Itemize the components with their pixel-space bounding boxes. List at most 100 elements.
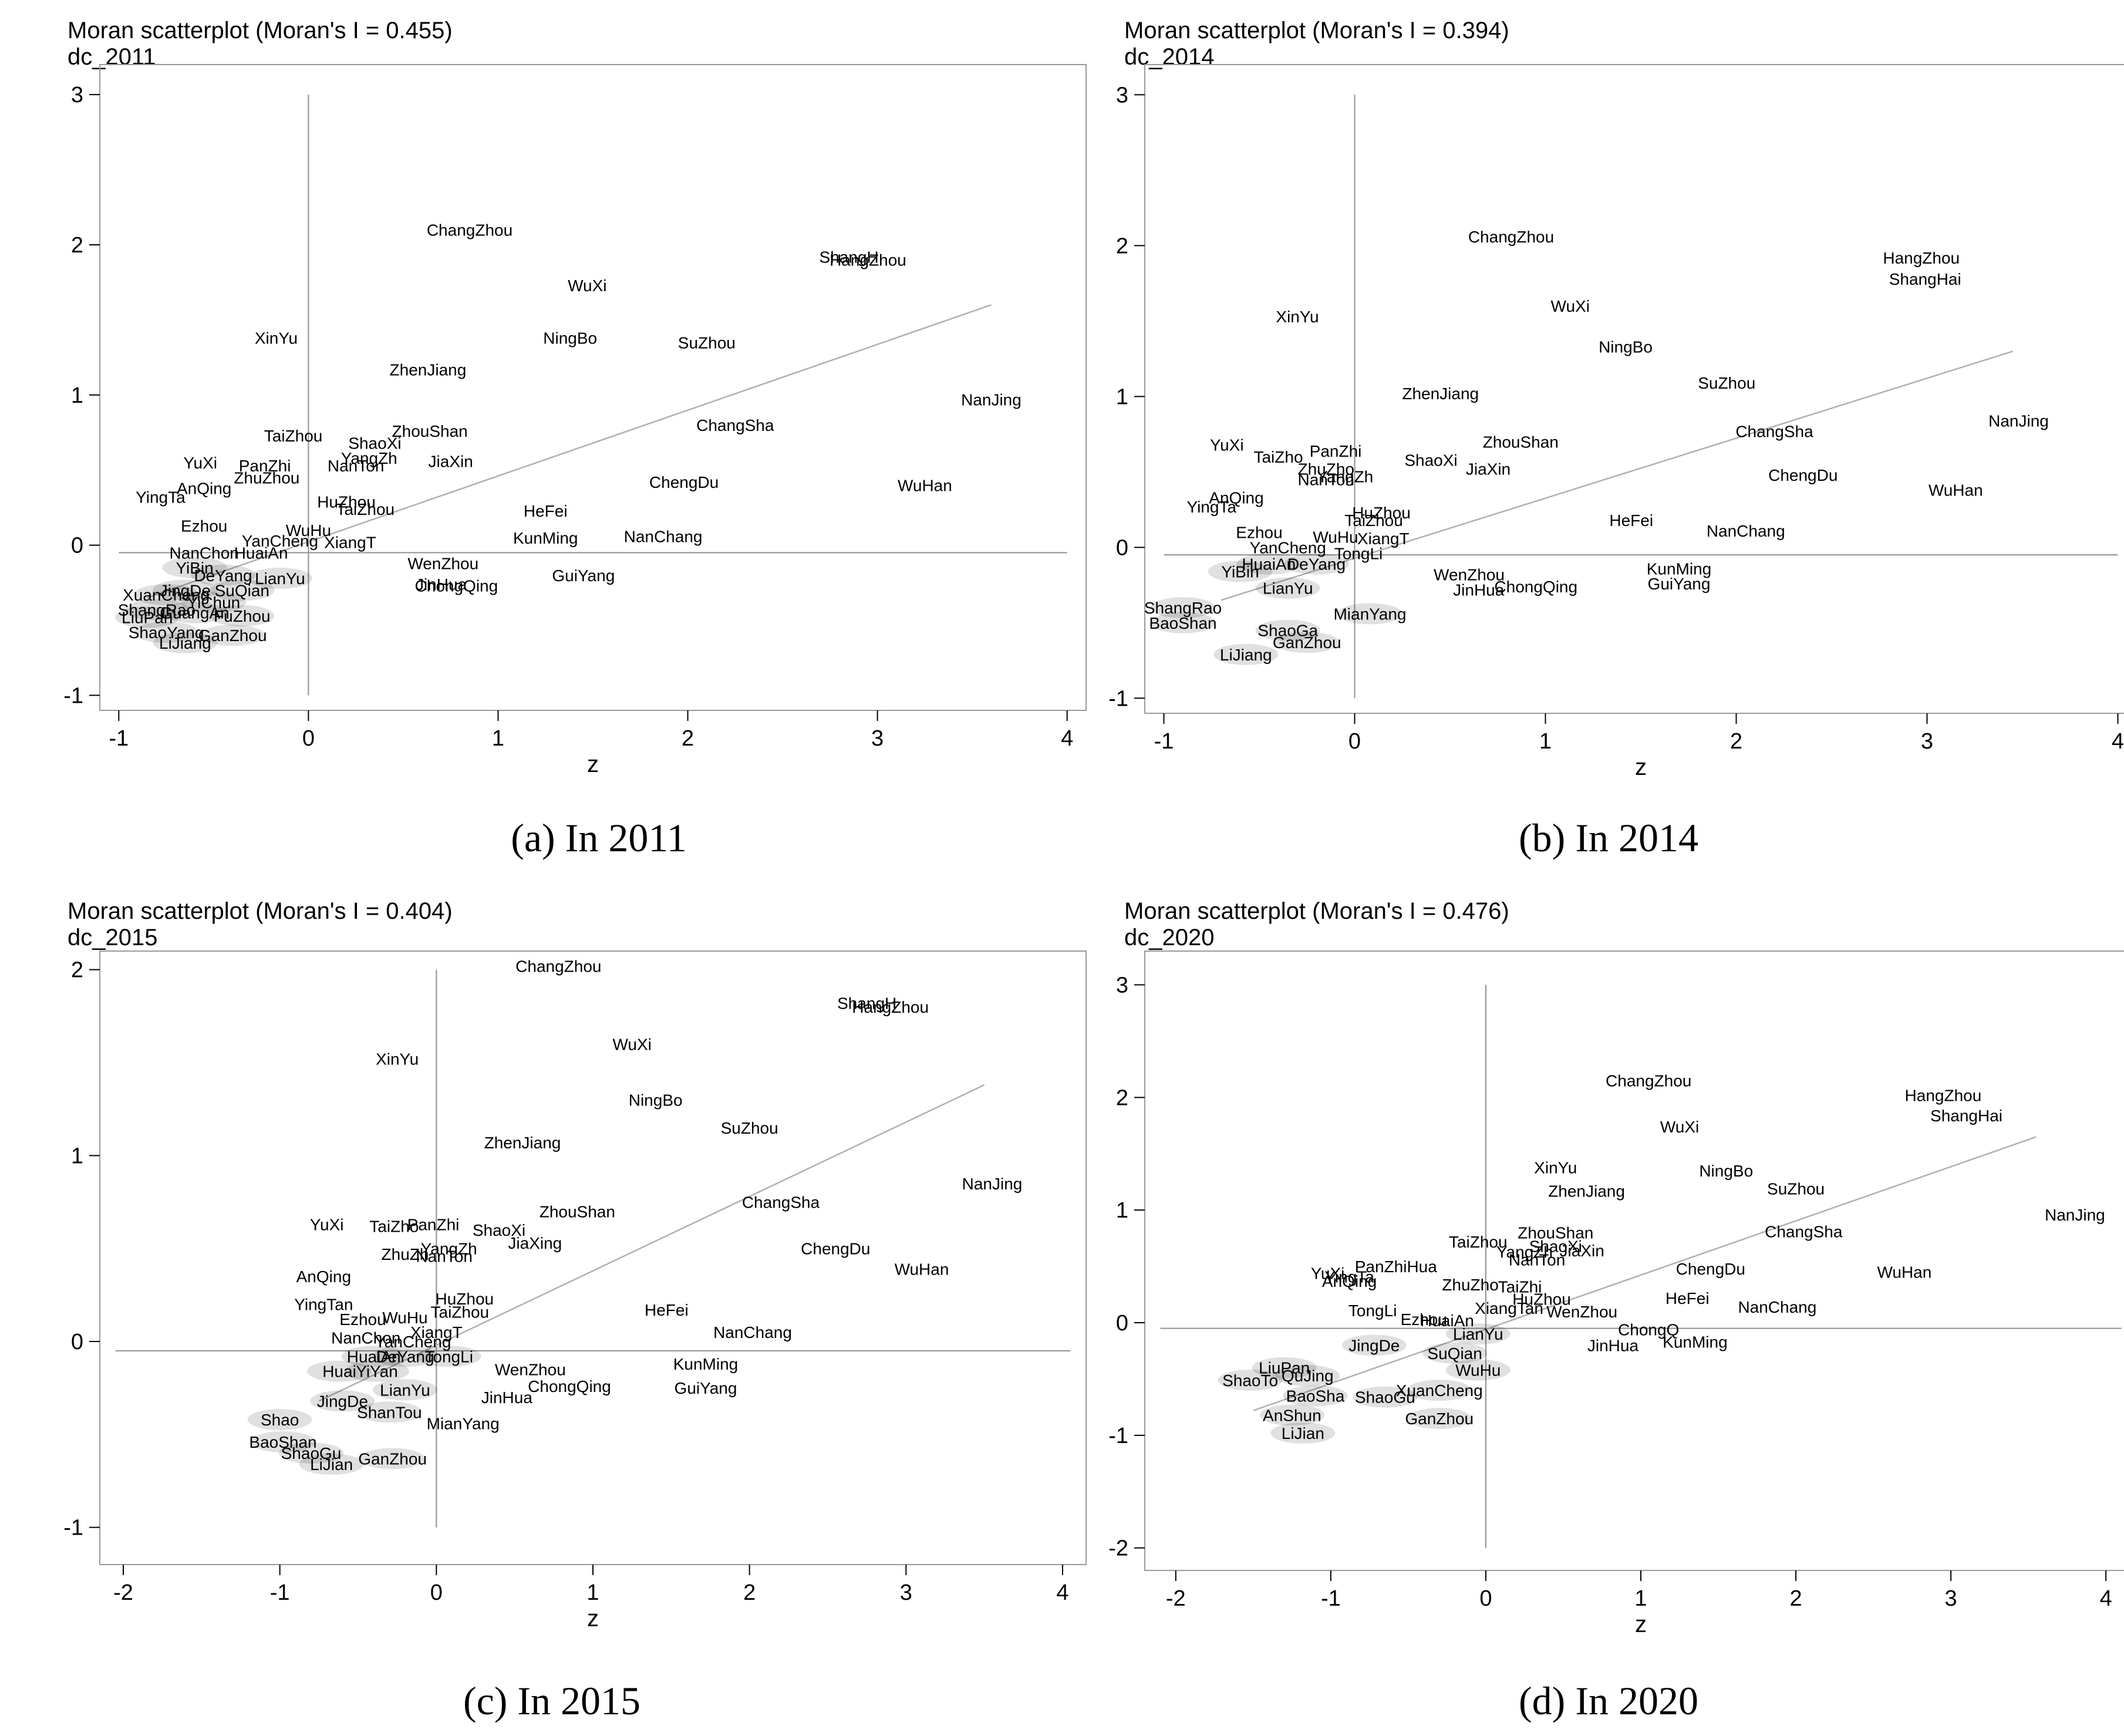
point-label: WenZhou: [1434, 566, 1505, 584]
point-label: NanChang: [713, 1323, 792, 1341]
point-label: ZhenJiang: [1402, 385, 1479, 403]
point-label: XinYu: [376, 1050, 419, 1068]
point-label: YuXi: [1210, 436, 1244, 454]
point-label: WenZhou: [1546, 1303, 1617, 1321]
point-label: YuXi: [310, 1216, 344, 1234]
point-label: YingTa: [1186, 498, 1236, 516]
point-label: ChongQing: [415, 577, 498, 595]
point-label: YuXi: [1311, 1265, 1345, 1283]
point-label: WuHu: [382, 1309, 427, 1327]
y-tick-label: -1: [1108, 1424, 1128, 1448]
point-label: ShaoGa: [1257, 622, 1318, 640]
point-label: YangZh: [1496, 1243, 1553, 1261]
point-label: YangZh: [1317, 468, 1373, 486]
point-label: ZhuZho: [1442, 1276, 1499, 1294]
point-label: WenZhou: [495, 1361, 566, 1379]
y-tick-label: 1: [1116, 385, 1128, 409]
point-label: ChongQing: [528, 1377, 611, 1395]
point-label: ChangSha: [742, 1194, 820, 1212]
point-label: ChangSha: [1765, 1223, 1843, 1241]
x-tick-label: 1: [586, 1580, 599, 1605]
point-label: Ezhou: [339, 1310, 386, 1329]
point-label: YingTa: [136, 488, 186, 507]
cluster-shadow: [181, 591, 246, 613]
cluster-shadow: [373, 1379, 437, 1401]
cluster-shadow: [162, 557, 227, 578]
point-label: YiChun: [187, 594, 240, 612]
point-label: NingBo: [543, 329, 597, 348]
point-label: AnQing: [296, 1268, 351, 1286]
y-tick-label: 0: [1116, 535, 1128, 560]
point-label: TaiZho: [1253, 448, 1303, 466]
cluster-shadow: [1353, 1386, 1418, 1408]
point-label: GanZhou: [1405, 1410, 1474, 1428]
point-label: KunMing: [1647, 559, 1712, 578]
point-label: ZhuZh: [382, 1245, 429, 1263]
y-tick-label: 1: [71, 383, 83, 408]
cluster-shadow: [1283, 1385, 1348, 1407]
point-label: Ezhou: [181, 517, 227, 535]
point-label: BaoShan: [249, 1433, 316, 1451]
cluster-shadow: [416, 1346, 481, 1367]
point-label: MianYang: [427, 1414, 500, 1432]
point-label: HangZhou: [1883, 249, 1960, 267]
x-axis-label: z: [587, 1606, 599, 1631]
point-label: GuiYang: [552, 567, 615, 585]
point-label: KunMing: [673, 1355, 739, 1373]
point-label: ChongQ: [1618, 1321, 1679, 1339]
chart-title: Moran scatterplot (Moran's I = 0.455): [68, 18, 453, 43]
point-label: ShaoXi: [473, 1221, 525, 1239]
point-label: LiJian: [310, 1455, 353, 1474]
cluster-shadow: [124, 599, 189, 621]
cluster-shadow: [357, 1401, 422, 1423]
chart-subtitle: dc_2014: [1124, 44, 1214, 70]
cluster-shadow: [341, 1346, 406, 1367]
point-label: ZhouShan: [1483, 433, 1559, 451]
point-label: DeYang: [376, 1347, 434, 1366]
cluster-shadow: [307, 1360, 372, 1382]
point-label: AnQing: [177, 479, 231, 497]
point-label: PanZhi: [407, 1216, 460, 1234]
cluster-shadow: [153, 579, 218, 601]
panel-3: Moran scatterplot (Moran's I = 0.476)dc_…: [1108, 898, 2124, 1723]
chart-title: Moran scatterplot (Moran's I = 0.404): [68, 898, 453, 924]
x-tick-label: 4: [1061, 726, 1073, 751]
panel-0: Moran scatterplot (Moran's I = 0.455)dc_…: [63, 18, 1087, 860]
point-label: TongLi: [424, 1347, 473, 1366]
cluster-shadow: [1252, 1357, 1317, 1378]
point-label: HangZhou: [1905, 1087, 1982, 1105]
point-label: ZhouShan: [1518, 1224, 1593, 1242]
cluster-shadow: [1259, 1404, 1324, 1426]
point-label: XiangT: [1357, 530, 1410, 548]
point-label: SuZhou: [1767, 1180, 1825, 1198]
point-label: ZhouShan: [540, 1202, 615, 1221]
x-tick-label: 3: [1945, 1586, 1957, 1611]
cluster-shadow: [1218, 1369, 1283, 1391]
chart-title: Moran scatterplot (Moran's I = 0.476): [1124, 898, 1509, 924]
y-tick-label: 2: [1116, 234, 1128, 258]
x-tick-label: 2: [1789, 1586, 1802, 1611]
point-label: AnShun: [1263, 1406, 1321, 1424]
point-label: ZhenJiang: [484, 1134, 561, 1152]
y-tick-label: -2: [1108, 1536, 1128, 1561]
point-label: LiJiang: [159, 634, 211, 652]
x-tick-label: 4: [2112, 729, 2124, 754]
point-label: ShaoXi: [1529, 1238, 1582, 1256]
cluster-shadow: [1208, 561, 1273, 582]
point-label: KunMing: [1663, 1333, 1728, 1351]
point-label: Ezhou: [1401, 1310, 1447, 1329]
point-label: NanJing: [962, 1175, 1023, 1193]
point-label: HeFei: [524, 502, 568, 520]
cluster-shadow: [134, 621, 199, 643]
cluster-shadow: [153, 632, 218, 653]
point-label: NanJing: [1988, 412, 2049, 430]
point-label: JinHua: [481, 1388, 533, 1407]
point-label: PanZhi: [1310, 442, 1362, 460]
point-label: HeFei: [645, 1301, 689, 1319]
x-tick-label: 1: [492, 726, 504, 751]
point-label: JiaXing: [508, 1234, 562, 1252]
x-axis-label: z: [1635, 754, 1647, 780]
point-label: HangZhou: [852, 998, 929, 1016]
y-tick-label: 0: [71, 534, 83, 558]
y-tick-label: 2: [1116, 1086, 1128, 1110]
